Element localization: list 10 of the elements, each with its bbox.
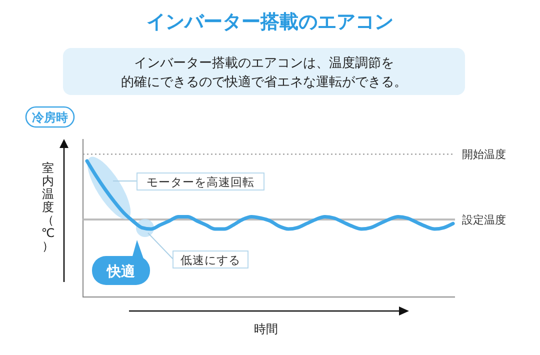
- y-axis-title: 室内温度（℃）: [41, 161, 55, 253]
- annotation: 低速にする: [180, 253, 240, 267]
- ref-line-label: 開始温度: [462, 148, 506, 162]
- chart-title: インバーター搭載のエアコン: [146, 11, 394, 33]
- chart-subtitle: インバーター搭載のエアコンは、温度調節を的確にできるので快適で省エネな運転ができる。: [121, 55, 407, 90]
- annotation: 快適: [106, 263, 136, 280]
- text: 冷房時: [32, 110, 68, 124]
- annotation: モーターを高速回転: [146, 175, 254, 189]
- x-axis-title: 時間: [254, 322, 278, 336]
- ref-line-label: 設定温度: [462, 213, 506, 226]
